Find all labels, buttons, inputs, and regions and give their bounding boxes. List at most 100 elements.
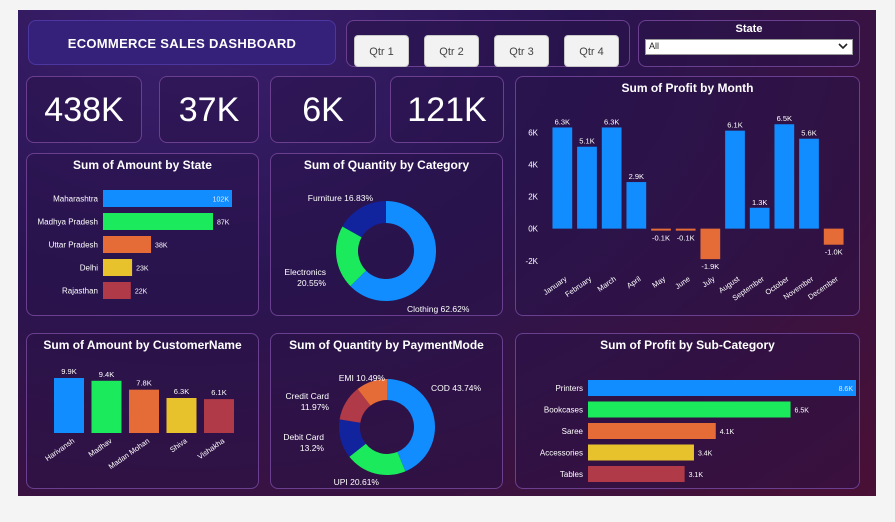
- profit-by-month-title: Sum of Profit by Month: [621, 81, 754, 95]
- profit-by-subcategory-title: Sum of Profit by Sub-Category: [600, 338, 775, 352]
- data-label-july: -1.9K: [701, 262, 719, 271]
- data-label-september: 1.3K: [752, 198, 767, 207]
- quantity-by-payment-panel: Sum of Quantity by PaymentMode COD 43.74…: [270, 333, 503, 489]
- xtick-label-may: May: [650, 274, 667, 290]
- state-dropdown[interactable]: All: [645, 39, 853, 55]
- category-label-bookcases: Bookcases: [544, 406, 583, 415]
- data-label-vishakha: 6.1K: [211, 388, 226, 397]
- data-label-madhya-pradesh: 87K: [217, 220, 230, 227]
- category-label-saree: Saree: [562, 427, 584, 436]
- state-filter-panel: State All: [638, 20, 860, 67]
- slice-upi: [349, 443, 406, 475]
- bar-shiva: [166, 398, 197, 433]
- ytick-label-4k: 4K: [528, 160, 538, 169]
- data-label-april: 2.9K: [629, 172, 644, 181]
- bar-may: [651, 228, 671, 231]
- amount-by-customer-panel: Sum of Amount by CustomerName 9.9K Hariva…: [26, 333, 259, 489]
- data-label-saree: 4.1K: [720, 429, 735, 436]
- xtick-label-harivansh: Harivansh: [43, 436, 76, 463]
- bar-bookcases: [588, 401, 791, 418]
- quantity-by-category-title: Sum of Quantity by Category: [303, 158, 470, 172]
- data-label-bookcases: 6.5K: [795, 408, 810, 415]
- category-label-uttar-pradesh: Uttar Pradesh: [49, 241, 98, 250]
- ytick-label-2k: 2K: [528, 193, 538, 202]
- ytick-label-0k: 0K: [528, 225, 538, 234]
- ytick-label-2k: -2K: [526, 257, 539, 266]
- amount-by-state-chart: Maharashtra 102K Madhya Pradesh 87K Uttar Pr…: [38, 190, 232, 299]
- quarter-slicer: Qtr 1 Qtr 2 Qtr 3 Qtr 4: [346, 20, 630, 67]
- data-label-january: 6.3K: [555, 117, 570, 126]
- slice-label-upi: UPI 20.61%: [334, 477, 380, 487]
- category-label-accessories: Accessories: [540, 449, 583, 458]
- page-title: ECOMMERCE SALES DASHBOARD: [67, 36, 297, 51]
- bar-tables: [588, 466, 685, 482]
- slice-label-electronics: Electronics: [284, 267, 326, 277]
- category-label-delhi: Delhi: [80, 264, 98, 273]
- kpi-value-4: 121K: [407, 91, 487, 129]
- bar-january: [552, 127, 573, 229]
- data-label-december: -1.0K: [825, 248, 843, 257]
- xtick-label-february: February: [563, 274, 593, 299]
- slice-credit-card: [339, 389, 371, 423]
- slice-label-clothing: Clothing 62.62%: [407, 304, 470, 314]
- data-label-may: -0.1K: [652, 234, 670, 243]
- slice-furniture: [342, 201, 386, 238]
- qtr4-button[interactable]: Qtr 4: [564, 35, 619, 67]
- kpi-card-1: 438K: [26, 76, 142, 143]
- bar-april: [626, 182, 647, 229]
- state-dropdown-value: All: [649, 41, 660, 51]
- category-label-tables: Tables: [560, 470, 583, 479]
- qtr2-button[interactable]: Qtr 2: [424, 35, 479, 67]
- bar-saree: [588, 423, 716, 439]
- bar-madan-mohan: [129, 389, 159, 433]
- kpi-card-4: 121K: [390, 76, 504, 143]
- qtr3-button[interactable]: Qtr 3: [494, 35, 549, 67]
- bar-vishakha: [204, 399, 234, 433]
- data-label-harivansh: 9.9K: [61, 367, 76, 376]
- data-label-june: -0.1K: [677, 234, 695, 243]
- xtick-label-june: June: [673, 274, 691, 291]
- kpi-value-3: 6K: [302, 91, 344, 129]
- data-label-maharashtra: 102K: [213, 197, 230, 204]
- bar-september: [749, 207, 770, 229]
- bar-accessories: [588, 444, 694, 461]
- amount-by-customer-title: Sum of Amount by CustomerName: [43, 338, 242, 352]
- data-label-february: 5.1K: [579, 137, 594, 146]
- category-label-maharashtra: Maharashtra: [53, 195, 98, 204]
- data-label-tables: 3.1K: [689, 472, 704, 479]
- bar-madhya-pradesh: [103, 213, 214, 230]
- slice-percent-electronics: 20.55%: [297, 278, 326, 288]
- kpi-value-1: 438K: [44, 91, 124, 129]
- bar-february: [577, 146, 597, 229]
- amount-by-customer-chart: 9.9K Harivansh 9.4K Madhav 7.8K Madan Mohan 6.…: [43, 367, 234, 471]
- amount-by-state-panel: Sum of Amount by State Maharashtra 102K Ma…: [26, 153, 259, 316]
- data-label-delhi: 23K: [136, 266, 149, 273]
- data-label-rajasthan: 22K: [135, 289, 148, 296]
- dashboard-canvas: ECOMMERCE SALES DASHBOARD Qtr 1 Qtr 2 Qt…: [18, 10, 876, 496]
- kpi-card-3: 6K: [270, 76, 376, 143]
- data-label-shiva: 6.3K: [174, 387, 189, 396]
- slice-cod: [387, 379, 436, 472]
- bar-march: [601, 127, 622, 229]
- kpi-value-2: 37K: [178, 91, 240, 129]
- ytick-label-6k: 6K: [528, 128, 538, 137]
- profit-by-month-chart: 6K4K2K0K-2K6.3KJanuary5.1KFebruary6.3KMa…: [526, 114, 844, 303]
- profit-by-month-panel: Sum of Profit by Month 6K 4K 2K 0K -2K 6.3K Ja…: [515, 76, 860, 316]
- data-label-october: 6.5K: [777, 114, 792, 123]
- bar-december: [823, 228, 844, 245]
- xtick-label-shiva: Shiva: [168, 436, 189, 455]
- slice-label-debit-card: Debit Card: [283, 432, 324, 442]
- quantity-by-payment-title: Sum of Quantity by PaymentMode: [289, 338, 484, 352]
- category-label-rajasthan: Rajasthan: [62, 287, 98, 296]
- header-panel: ECOMMERCE SALES DASHBOARD: [28, 20, 336, 65]
- slice-label-credit-card: Credit Card: [286, 391, 330, 401]
- data-label-august: 6.1K: [727, 121, 742, 130]
- xtick-label-vishakha: Vishakha: [196, 436, 227, 461]
- slice-percent-debit-card: 13.2%: [300, 443, 325, 453]
- bar-maharashtra: [103, 190, 232, 207]
- quantity-by-category-panel: Sum of Quantity by Category Clothing 62.…: [270, 153, 503, 316]
- qtr1-button[interactable]: Qtr 1: [354, 35, 409, 67]
- slice-debit-card: [339, 419, 366, 457]
- bar-printers: [588, 380, 856, 396]
